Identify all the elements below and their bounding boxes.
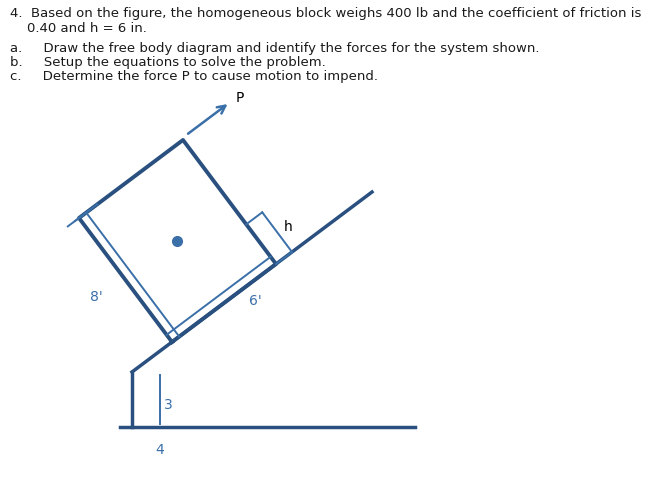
Text: c.     Determine the force P to cause motion to impend.: c. Determine the force P to cause motion… (10, 70, 378, 83)
Text: 0.40 and h = 6 in.: 0.40 and h = 6 in. (10, 22, 147, 35)
Text: 6': 6' (249, 294, 261, 308)
Text: 8': 8' (90, 290, 103, 304)
Text: P: P (236, 91, 244, 105)
Text: a.     Draw the free body diagram and identify the forces for the system shown.: a. Draw the free body diagram and identi… (10, 42, 539, 55)
Text: 4.  Based on the figure, the homogeneous block weighs 400 lb and the coefficient: 4. Based on the figure, the homogeneous … (10, 7, 642, 20)
Text: 3: 3 (164, 398, 173, 412)
Text: b.     Setup the equations to solve the problem.: b. Setup the equations to solve the prob… (10, 56, 326, 69)
Text: h: h (284, 221, 292, 235)
Text: 4: 4 (156, 443, 164, 457)
